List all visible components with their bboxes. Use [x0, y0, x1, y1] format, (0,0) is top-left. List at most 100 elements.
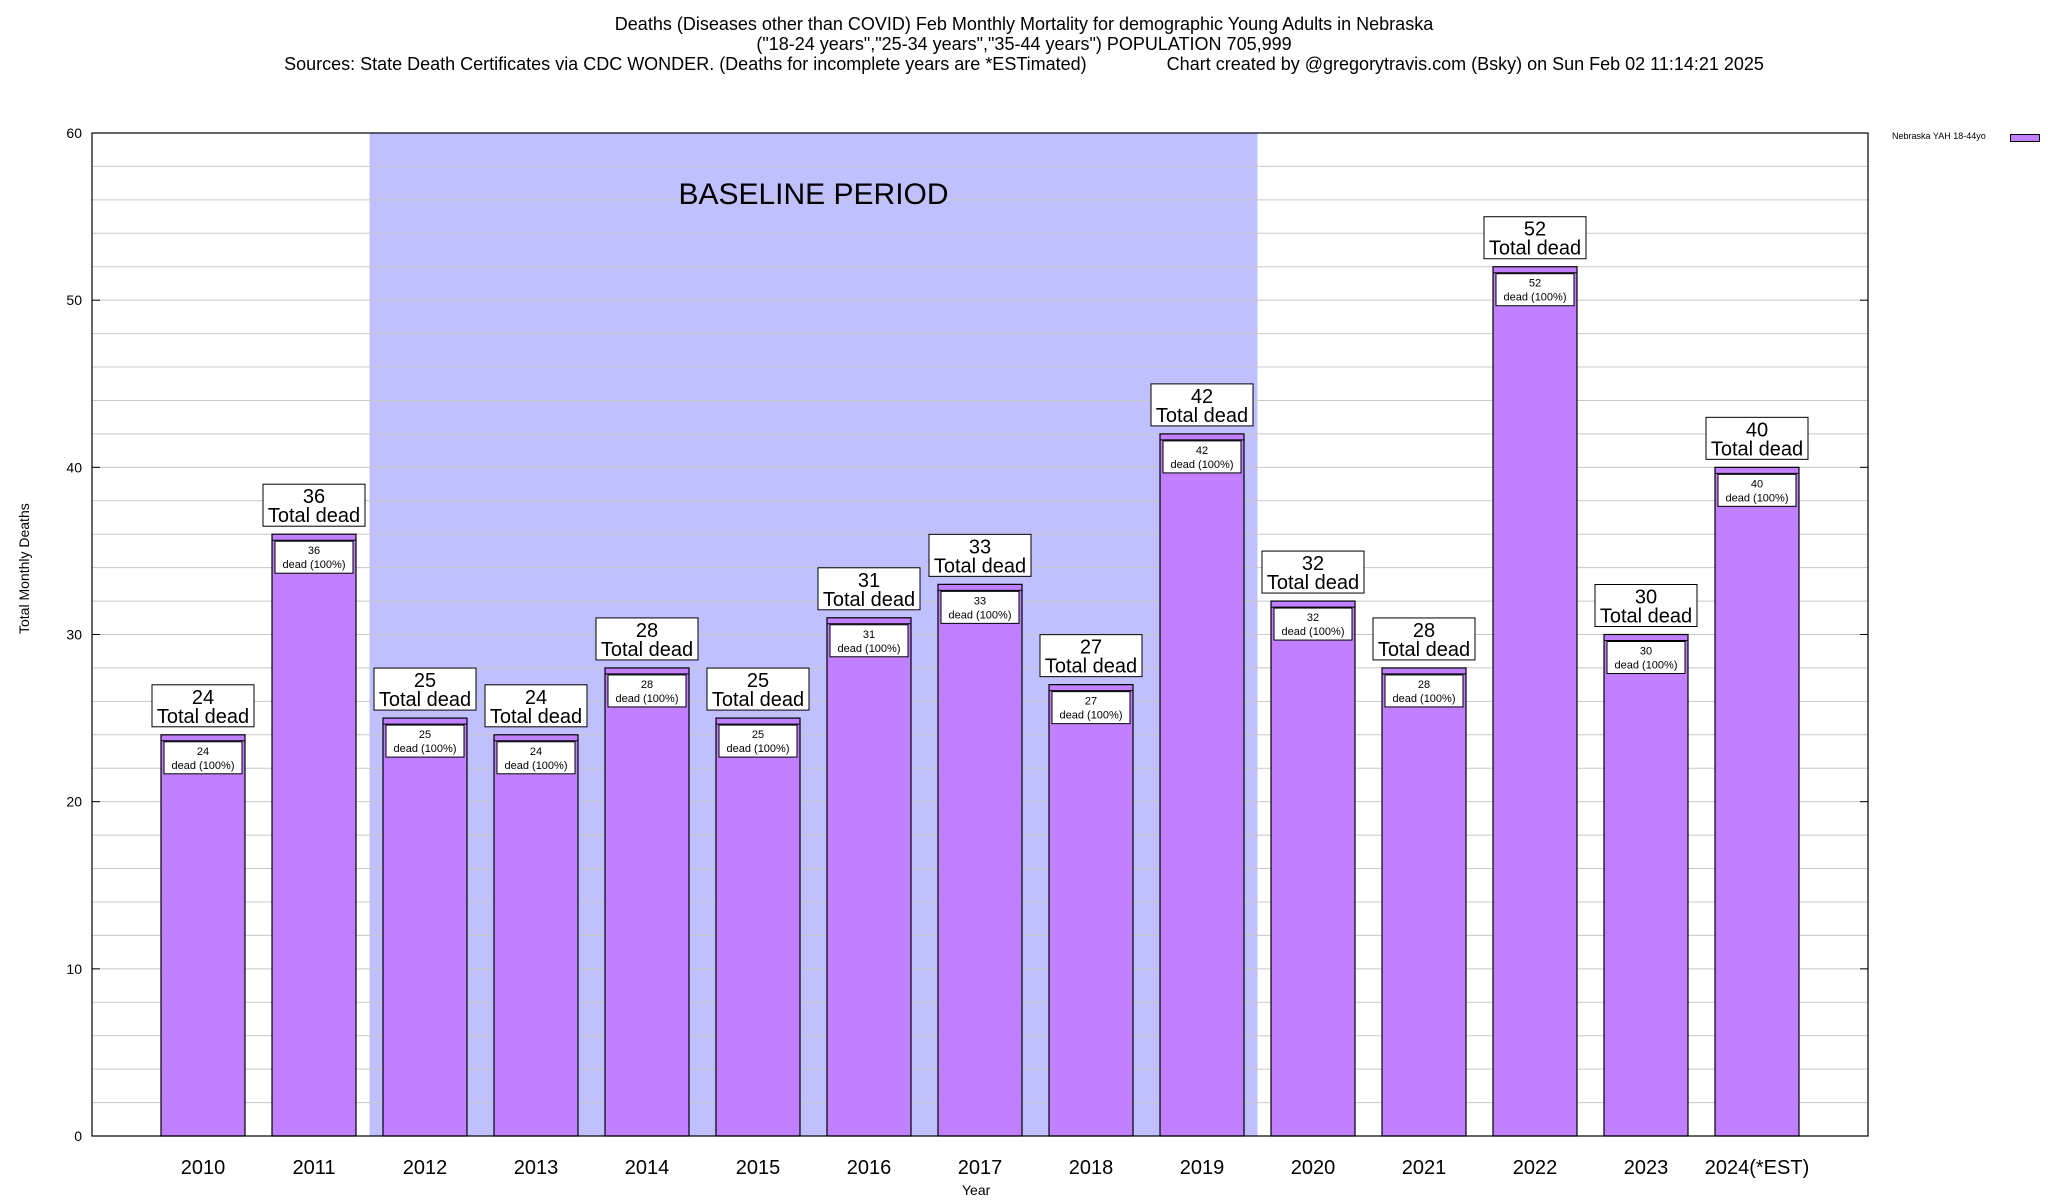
- chart-title-line-1: Deaths (Diseases other than COVID) Feb M…: [614, 14, 1434, 34]
- bar-total-value-label: 40: [1746, 419, 1768, 441]
- bar-inner-percent-label: dead (100%): [838, 643, 901, 655]
- bar-inner-percent-label: dead (100%): [1282, 626, 1345, 638]
- bar: [271, 533, 357, 1137]
- bar-inner-label-box: [1495, 273, 1575, 307]
- x-tick-label: 2022: [1513, 1157, 1558, 1179]
- bar: [160, 734, 246, 1137]
- bar-inner-label-box: [1162, 440, 1242, 474]
- bar-inner-label-box: [940, 590, 1020, 624]
- bar: [1714, 466, 1800, 1137]
- bar-inner-percent-label: dead (100%): [1060, 710, 1123, 722]
- x-tick-label: 2020: [1291, 1157, 1336, 1179]
- bar: [1603, 633, 1689, 1137]
- x-tick-label: 2010: [181, 1157, 226, 1179]
- y-tick-label: 50: [66, 292, 82, 308]
- bar-inner-percent-label: dead (100%): [727, 743, 790, 755]
- bar-inner-label-box: [385, 724, 465, 758]
- bar-total-label-box: [706, 667, 810, 711]
- x-tick-label: 2024(*EST): [1705, 1157, 1810, 1179]
- bar-inner-label-box: [1051, 691, 1131, 725]
- bar-total-text-label: Total dead: [823, 589, 915, 611]
- bar-total-label-box: [1705, 416, 1809, 460]
- bar: [937, 583, 1023, 1137]
- bar-inner-percent-label: dead (100%): [283, 559, 346, 571]
- x-tick-label: 2019: [1180, 1157, 1225, 1179]
- baseline-period-label: BASELINE PERIOD: [678, 178, 948, 211]
- bar-inner-value-label: 31: [863, 629, 875, 641]
- bar-inner-label-box: [1273, 607, 1353, 641]
- bar-inner-label-box: [829, 624, 909, 658]
- bar-total-label-box: [262, 483, 366, 527]
- x-tick-label: 2011: [292, 1157, 335, 1179]
- bar-total-value-label: 30: [1635, 587, 1657, 609]
- bar-total-label-box: [1483, 216, 1587, 260]
- bar-inner-value-label: 30: [1640, 646, 1652, 658]
- bar-inner-label-box: [496, 741, 576, 775]
- bar-inner-value-label: 25: [752, 729, 764, 741]
- bar-inner-percent-label: dead (100%): [1504, 292, 1567, 304]
- bar-total-value-label: 31: [858, 570, 880, 592]
- bar-total-text-label: Total dead: [1378, 639, 1470, 661]
- y-axis-label: Total Monthly Deaths: [16, 503, 32, 634]
- bar-inner-label-box: [1384, 674, 1464, 708]
- bar-total-label-box: [1150, 383, 1254, 427]
- bar: [493, 734, 579, 1137]
- bar-inner-percent-label: dead (100%): [1615, 660, 1678, 672]
- y-tick-label: 60: [66, 125, 82, 141]
- bar-inner-label-box: [607, 674, 687, 708]
- bar-inner-percent-label: dead (100%): [1171, 459, 1234, 471]
- x-tick-label: 2013: [514, 1157, 559, 1179]
- legend-label: Nebraska YAH 18-44yo: [1892, 131, 1986, 141]
- bar-total-value-label: 42: [1191, 386, 1213, 408]
- bar: [1381, 667, 1467, 1137]
- bar-total-text-label: Total dead: [1156, 405, 1248, 427]
- bar-inner-label-box: [274, 540, 354, 574]
- bar-inner-label-box: [1717, 473, 1797, 507]
- chart-title-line-3: Sources: State Death Certificates via CD…: [284, 54, 1764, 74]
- bar-inner-label-box: [163, 741, 243, 775]
- bar-total-value-label: 24: [192, 687, 214, 709]
- bar-inner-percent-label: dead (100%): [1726, 492, 1789, 504]
- legend-swatch: [2010, 134, 2040, 142]
- bar-total-value-label: 24: [525, 687, 547, 709]
- y-tick-label: 20: [66, 794, 82, 810]
- bar-inner-value-label: 28: [641, 679, 653, 691]
- y-tick-label: 0: [74, 1128, 82, 1144]
- bar-total-text-label: Total dead: [1267, 572, 1359, 594]
- bar-total-label-box: [928, 533, 1032, 577]
- x-tick-label: 2016: [847, 1157, 892, 1179]
- chart-title-line-2: ("18-24 years","25-34 years","35-44 year…: [756, 34, 1292, 54]
- bar-total-value-label: 25: [747, 670, 769, 692]
- bar-inner-label-box: [718, 724, 798, 758]
- bar: [1048, 684, 1134, 1137]
- x-tick-label: 2018: [1069, 1157, 1114, 1179]
- bar-inner-value-label: 28: [1418, 679, 1430, 691]
- bar-total-value-label: 36: [303, 486, 325, 508]
- bar-total-label-box: [1372, 617, 1476, 661]
- bar-inner-value-label: 24: [530, 746, 542, 758]
- bar-inner-label-box: [1606, 641, 1686, 674]
- x-tick-label: 2017: [958, 1157, 1003, 1179]
- bar-total-value-label: 28: [1413, 620, 1435, 642]
- bar-inner-value-label: 42: [1196, 445, 1208, 457]
- bar-total-label-box: [1039, 634, 1143, 678]
- bar-total-label-box: [373, 667, 477, 711]
- bar-total-label-box: [595, 617, 699, 661]
- bar-total-value-label: 27: [1080, 637, 1102, 659]
- bar-total-value-label: 28: [636, 620, 658, 642]
- bar: [604, 667, 690, 1137]
- bar-total-value-label: 32: [1302, 553, 1324, 575]
- bar: [826, 617, 912, 1137]
- bar-inner-value-label: 33: [974, 595, 986, 607]
- bar: [715, 717, 801, 1137]
- bar: [1492, 266, 1578, 1137]
- bar-inner-percent-label: dead (100%): [949, 609, 1012, 621]
- bar-total-text-label: Total dead: [712, 689, 804, 711]
- bar-inner-value-label: 32: [1307, 612, 1319, 624]
- bar-inner-percent-label: dead (100%): [394, 743, 457, 755]
- plot-area-border: [91, 132, 1869, 1137]
- bar-total-text-label: Total dead: [1045, 656, 1137, 678]
- x-tick-label: 2021: [1402, 1157, 1447, 1179]
- x-tick-label: 2015: [736, 1157, 781, 1179]
